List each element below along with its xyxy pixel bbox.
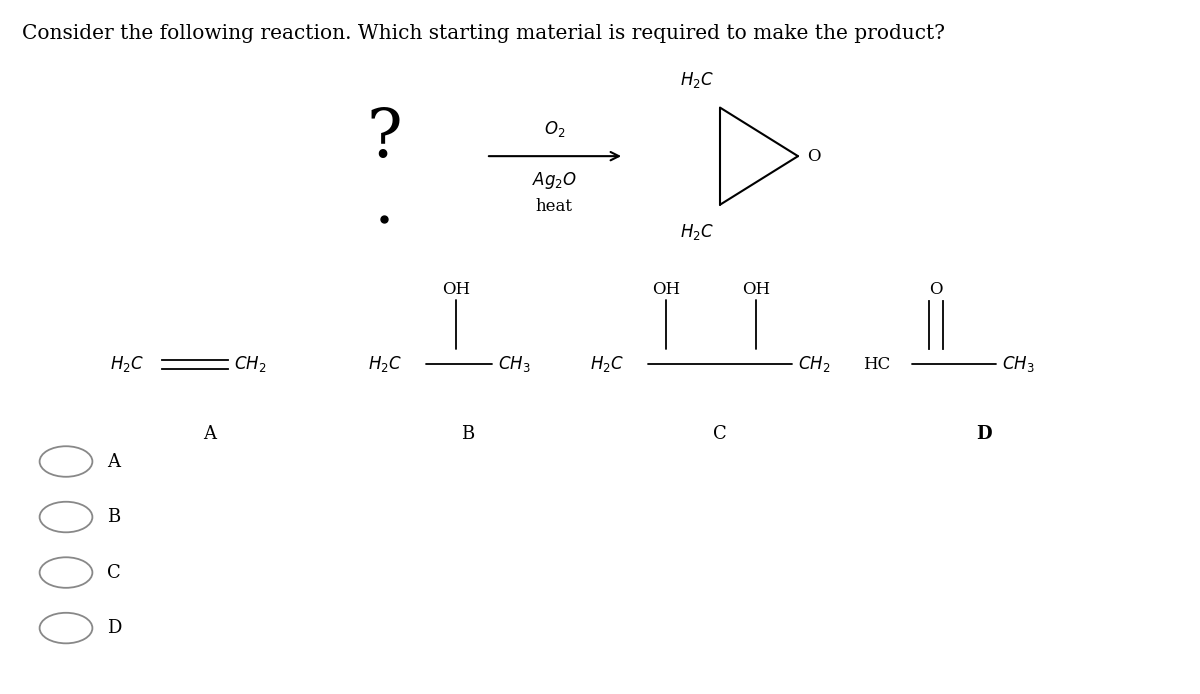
Text: HC: HC [863, 356, 890, 373]
Text: B: B [461, 425, 475, 443]
Text: $O_2$: $O_2$ [544, 119, 565, 139]
Text: OH: OH [442, 282, 470, 298]
Text: O: O [808, 148, 821, 164]
Text: A: A [204, 425, 216, 443]
Text: OH: OH [742, 282, 770, 298]
Text: $CH_3$: $CH_3$ [1002, 355, 1034, 374]
Text: $CH_3$: $CH_3$ [498, 355, 530, 374]
Text: Consider the following reaction. Which starting material is required to make the: Consider the following reaction. Which s… [22, 24, 944, 43]
Text: $Ag_2O$: $Ag_2O$ [532, 170, 577, 191]
Text: $CH_2$: $CH_2$ [798, 355, 830, 374]
Text: $H_2C$: $H_2C$ [680, 70, 714, 90]
Text: $H_2C$: $H_2C$ [110, 355, 144, 374]
Text: ?: ? [366, 106, 402, 171]
Text: OH: OH [652, 282, 680, 298]
Text: C: C [107, 564, 120, 582]
Text: $H_2C$: $H_2C$ [368, 355, 402, 374]
Text: A: A [107, 452, 120, 471]
Text: D: D [976, 425, 992, 443]
Text: $H_2C$: $H_2C$ [590, 355, 624, 374]
Text: C: C [713, 425, 727, 443]
Text: $H_2C$: $H_2C$ [680, 222, 714, 242]
Text: heat: heat [536, 198, 572, 214]
Text: D: D [107, 619, 121, 637]
Text: $CH_2$: $CH_2$ [234, 355, 266, 374]
Text: O: O [929, 282, 943, 298]
Text: B: B [107, 508, 120, 526]
